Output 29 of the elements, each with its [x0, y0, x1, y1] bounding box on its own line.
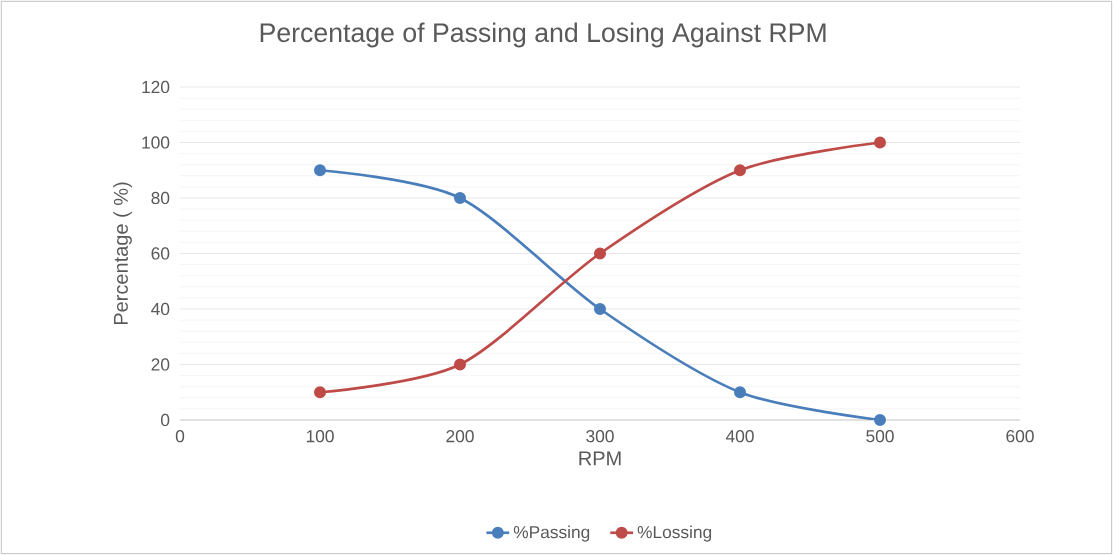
chart-title: Percentage of Passing and Losing Against RPM	[260, 22, 826, 48]
x-tick-label: 300	[586, 430, 614, 443]
y-tick-label: 20	[151, 358, 170, 371]
point	[314, 386, 327, 399]
y-tick-label: 120	[142, 80, 170, 94]
point	[593, 247, 607, 260]
y-tick-label: 60	[151, 247, 170, 260]
y-tick-label: 80	[151, 191, 170, 205]
x-tick-label: 400	[725, 430, 754, 443]
y-tick-label: 100	[142, 136, 170, 149]
point	[314, 164, 327, 177]
x-tick-label: 200	[446, 430, 474, 443]
point	[733, 386, 747, 399]
point	[733, 164, 747, 177]
point	[873, 413, 887, 426]
x-tick-label: 600	[1006, 430, 1034, 443]
point	[593, 302, 607, 315]
legend-label: %Passing	[513, 525, 590, 542]
point	[454, 358, 467, 371]
x-tick-label: 500	[866, 430, 894, 443]
legend-label: %Lossing	[637, 525, 712, 542]
y-tick-label: 0	[160, 413, 170, 427]
point	[454, 191, 467, 204]
y-axis-title: Percentage ( %)	[113, 182, 132, 325]
x-axis-title: RPM	[579, 451, 621, 466]
x-tick-label: 0	[175, 430, 185, 443]
point	[873, 136, 887, 149]
y-tick-label: 40	[151, 302, 170, 316]
x-tick-label: 100	[306, 430, 334, 443]
